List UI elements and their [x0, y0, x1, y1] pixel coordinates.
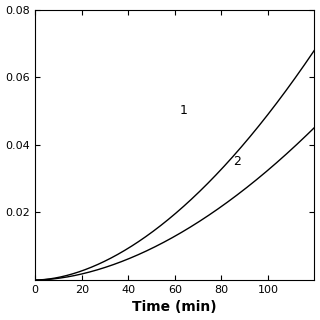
Text: 1: 1: [180, 104, 187, 117]
X-axis label: Time (min): Time (min): [132, 300, 217, 315]
Text: 2: 2: [233, 155, 241, 168]
